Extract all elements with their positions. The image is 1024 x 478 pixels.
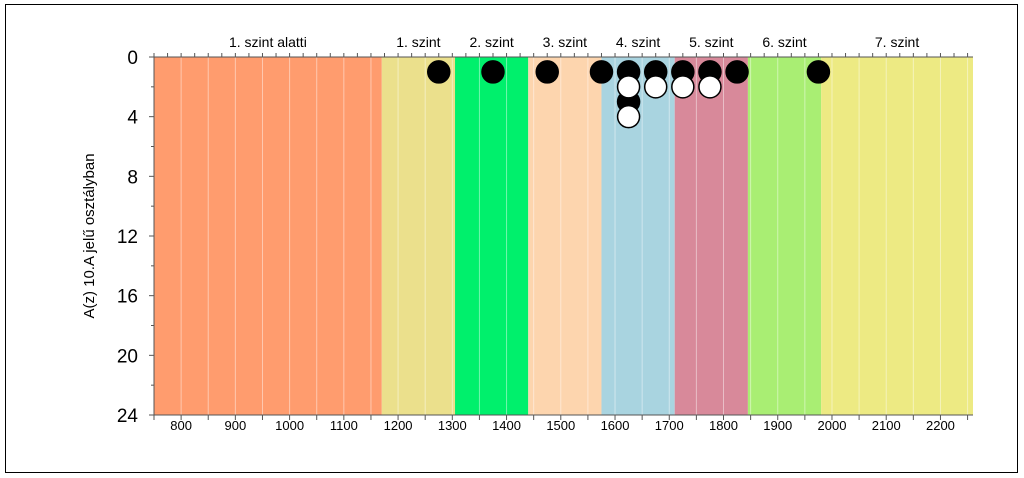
- x-tick-label: 1100: [330, 418, 358, 433]
- x-tick-label: 2100: [872, 418, 901, 433]
- level-bands: [154, 57, 973, 415]
- x-tick-label: 1300: [438, 418, 467, 433]
- y-tick-label: 24: [117, 406, 139, 427]
- x-tick-label: 1000: [275, 418, 304, 433]
- hollow-point: [616, 104, 641, 129]
- filled-point: [481, 60, 505, 84]
- hollow-point: [643, 75, 668, 99]
- x-tick-label: 1800: [709, 418, 738, 433]
- filled-point: [725, 60, 749, 84]
- axes: [149, 53, 973, 420]
- hollow-point: [616, 75, 641, 99]
- filled-point: [535, 60, 559, 84]
- y-tick-label: 20: [117, 346, 138, 367]
- level-label-7: 6. szint: [762, 34, 806, 50]
- level-label-1: 1. szint alatti: [229, 34, 307, 50]
- y-tick-label: 8: [127, 167, 138, 188]
- level-band-2: [381, 57, 456, 415]
- y-axis-label: A(z) 10.A jelű osztályban: [81, 153, 98, 318]
- x-tick-label: 800: [170, 418, 192, 433]
- level-band-6: [674, 57, 748, 415]
- level-band-3: [455, 57, 529, 415]
- hollow-point: [671, 75, 695, 99]
- chart-frame: [5, 4, 1018, 473]
- level-band-8: [821, 57, 973, 415]
- level-label-3: 2. szint: [469, 34, 513, 50]
- level-labels: 1. szint alatti 1. szint 2. szint 3. szint 4…: [229, 34, 919, 50]
- x-tick-label: 2200: [926, 418, 955, 433]
- grid-lines: [180, 57, 969, 415]
- level-band-4: [528, 57, 602, 415]
- level-label-2: 1. szint: [396, 34, 440, 50]
- y-tick-label: 4: [127, 108, 138, 129]
- x-tick-label: 900: [225, 418, 247, 433]
- tick-labels: 800 900 1000 1100 1200 1300 1400 1500 1600 1700 18…: [117, 48, 955, 433]
- y-tick-label: 16: [117, 287, 138, 308]
- x-tick-label: 1200: [384, 418, 413, 433]
- level-label-4: 3. szint: [543, 34, 587, 50]
- hollow-point: [698, 75, 722, 99]
- x-tick-label: 1500: [546, 418, 575, 433]
- filled-point: [427, 60, 451, 84]
- level-label-6: 5. szint: [689, 34, 733, 50]
- y-tick-label: 0: [127, 48, 138, 69]
- filled-point: [806, 60, 831, 84]
- x-tick-label: 1700: [655, 418, 684, 433]
- data-points: [427, 60, 831, 129]
- x-tick-label: 1400: [492, 418, 521, 433]
- filled-point: [589, 60, 614, 84]
- y-tick-label: 12: [117, 227, 138, 248]
- level-band-7: [747, 57, 822, 415]
- level-label-5: 4. szint: [616, 34, 660, 50]
- level-label-8: 7. szint: [875, 34, 919, 50]
- x-tick-label: 1900: [763, 418, 792, 433]
- level-band-1: [154, 57, 382, 415]
- x-tick-label: 1600: [601, 418, 630, 433]
- x-tick-label: 2000: [818, 418, 847, 433]
